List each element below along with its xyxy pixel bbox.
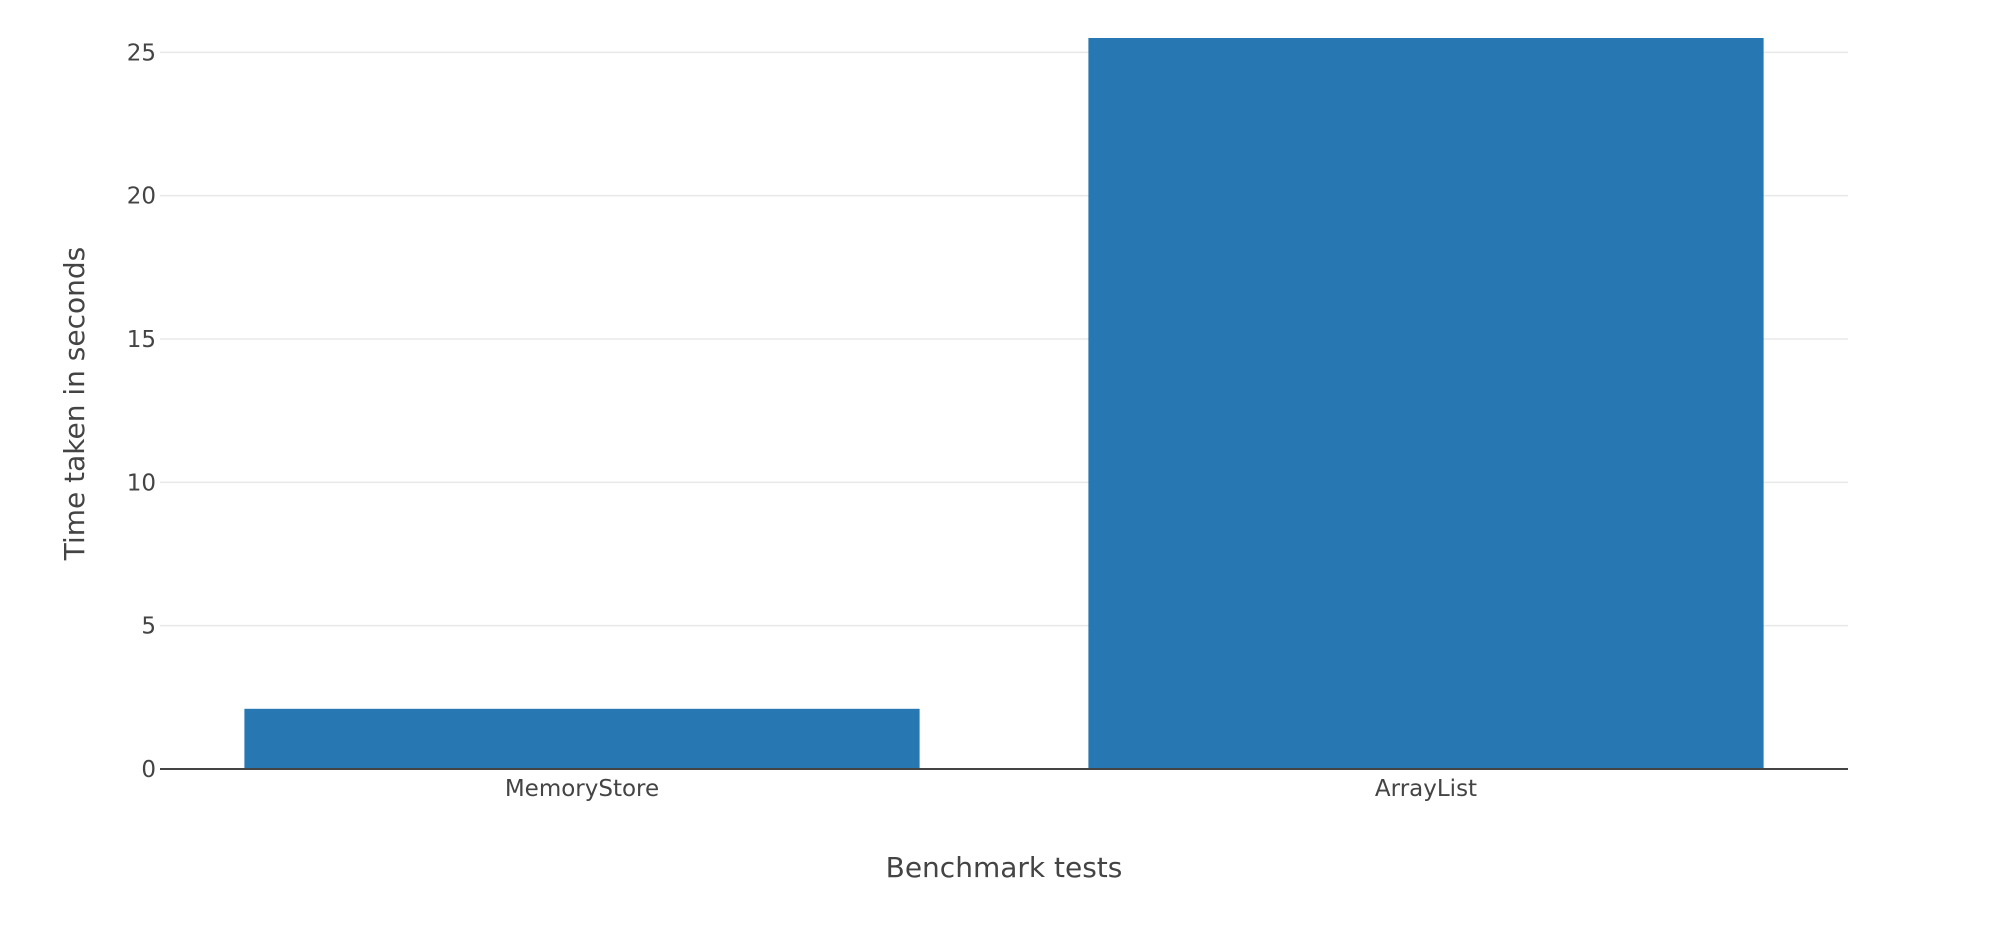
y-axis-ticks: 0 5 10 15 20 25: [127, 40, 156, 783]
x-tick-label: MemoryStore: [505, 776, 659, 802]
y-tick-label: 20: [127, 184, 156, 210]
y-tick-label: 5: [141, 614, 156, 640]
y-tick-label: 10: [127, 470, 156, 496]
y-axis-title: Time taken in seconds: [58, 247, 91, 562]
y-tick-label: 25: [127, 40, 156, 66]
x-tick-label: ArrayList: [1375, 776, 1477, 802]
bar: [244, 708, 920, 769]
bars: [244, 38, 1764, 769]
y-tick-label: 0: [141, 757, 156, 783]
bar: [1088, 38, 1764, 769]
x-axis-ticks: MemoryStore ArrayList: [505, 776, 1477, 802]
y-tick-label: 15: [127, 327, 156, 353]
x-axis-title: Benchmark tests: [886, 851, 1123, 884]
